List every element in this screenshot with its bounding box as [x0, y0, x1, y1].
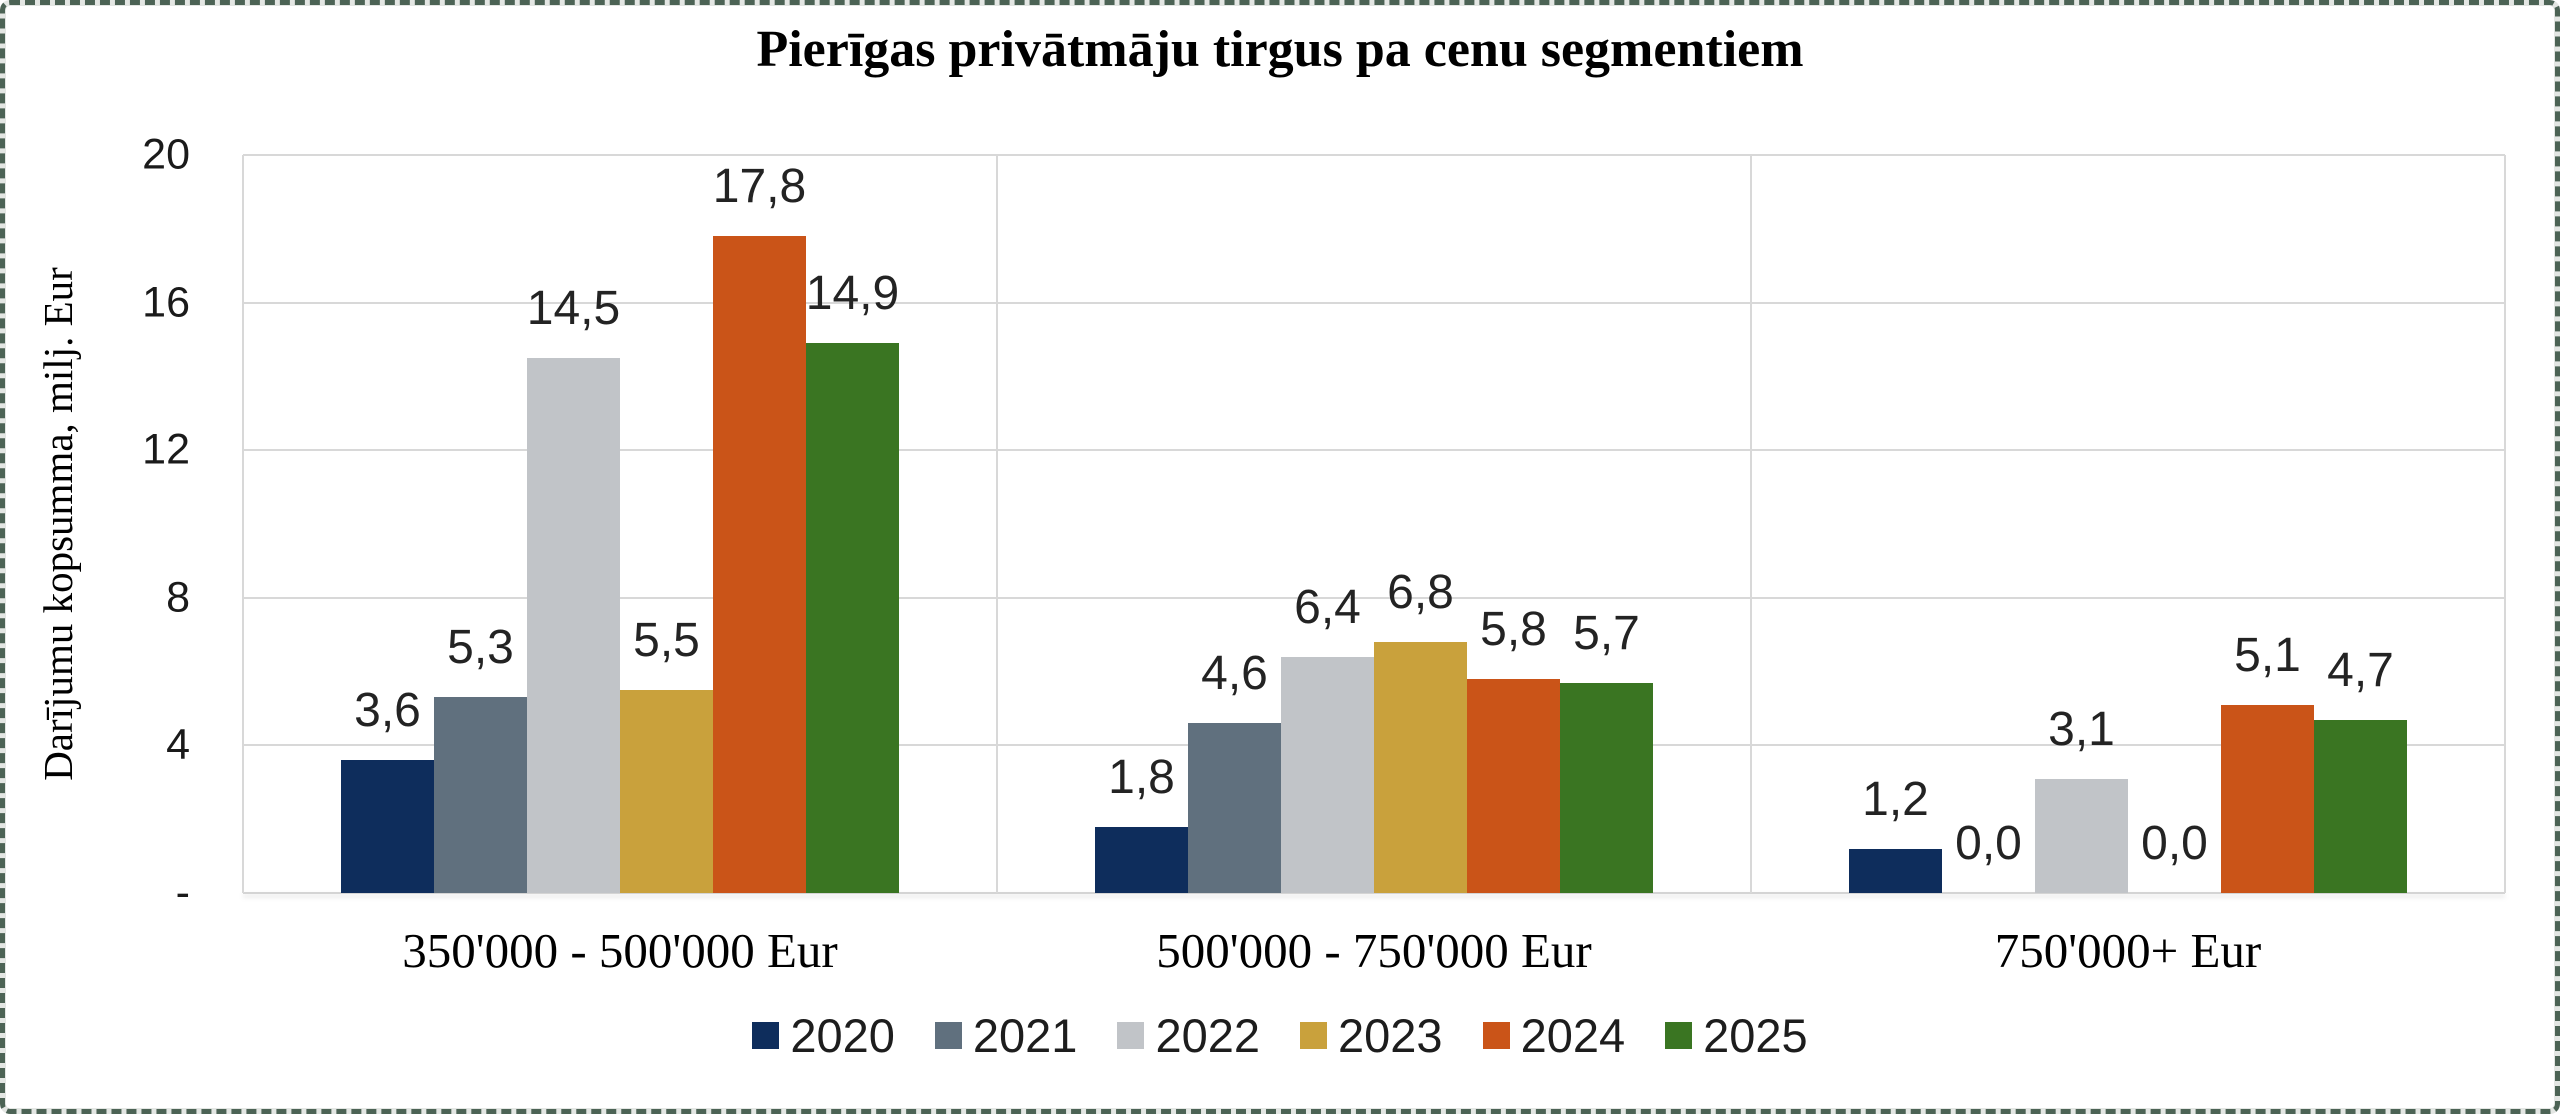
- legend-item-2020: 2020: [752, 1008, 895, 1063]
- legend-swatch-icon: [1665, 1022, 1693, 1049]
- legend: 2020 2021 2022 2023 2024 2025: [0, 1008, 2560, 1063]
- legend-item-2022: 2022: [1117, 1008, 1260, 1063]
- panel-divider-1: [996, 155, 998, 893]
- y-tick-label--: -: [175, 868, 190, 917]
- bar-value-label-2022-group1: 14,5: [526, 281, 621, 335]
- chart-title: Pierīgas privātmāju tirgus pa cenu segme…: [756, 21, 1804, 78]
- plot-left-border: [242, 155, 244, 893]
- bar-value-label-2025-group2: 5,7: [1573, 606, 1640, 660]
- bar-2020-group3: [1849, 848, 1942, 893]
- bar-2025-group1: [806, 343, 899, 893]
- y-tick-label-16: 16: [142, 278, 190, 327]
- legend-label: 2021: [972, 1009, 1078, 1062]
- plot-right-border: [2504, 155, 2506, 893]
- legend-swatch-icon: [752, 1022, 780, 1049]
- legend-swatch-icon: [1300, 1022, 1327, 1049]
- bar-value-label-2021-group3: 0,0: [1955, 817, 2022, 870]
- bar-2020-group1: [341, 760, 434, 893]
- bar-2024-group3: [2221, 704, 2314, 893]
- bar-2023-group1: [620, 690, 713, 893]
- bar-value-label-2021-group1: 5,3: [447, 621, 514, 675]
- category-label-2: 500'000 - 750'000 Eur: [1156, 923, 1592, 978]
- legend-swatch-icon: [1482, 1022, 1510, 1049]
- y-tick-label-8: 8: [166, 573, 190, 622]
- legend-label: 2020: [790, 1009, 895, 1062]
- panel-divider-2: [1750, 155, 1752, 893]
- legend-item-2025: 2025: [1665, 1008, 1808, 1063]
- bar-value-label-2020-group1: 3,6: [354, 684, 421, 738]
- y-tick-label-20: 20: [142, 130, 190, 179]
- bar-2025-group2: [1560, 682, 1653, 893]
- legend-swatch-icon: [934, 1022, 962, 1049]
- bar-2021-group2: [1188, 723, 1281, 893]
- legend-label: 2025: [1703, 1009, 1808, 1062]
- legend-label: 2022: [1155, 1009, 1260, 1062]
- x-axis-line: [243, 892, 2505, 894]
- bar-2024-group1: [713, 236, 806, 893]
- bar-2023-group2: [1374, 642, 1467, 893]
- category-label-1: 350'000 - 500'000 Eur: [402, 923, 838, 978]
- bar-value-label-2020-group3: 1,2: [1862, 772, 1929, 826]
- bar-2024-group2: [1467, 678, 1560, 893]
- legend-label: 2024: [1520, 1009, 1626, 1062]
- bar-2022-group1: [527, 357, 620, 893]
- bar-value-label-2023-group1: 5,5: [633, 614, 700, 668]
- bar-value-label-2024-group3: 5,1: [2234, 628, 2301, 682]
- bar-2022-group3: [2035, 778, 2128, 893]
- y-tick-label-12: 12: [142, 425, 190, 474]
- bar-value-label-2022-group2: 6,4: [1294, 580, 1361, 634]
- bar-2022-group2: [1281, 656, 1374, 893]
- gridline-y8: [243, 596, 2505, 599]
- legend-item-2021: 2021: [934, 1008, 1078, 1063]
- y-tick-label-4: 4: [166, 720, 190, 769]
- gridline-y16: [243, 301, 2505, 304]
- legend-swatch-icon: [1117, 1022, 1145, 1049]
- bar-value-label-2025-group1: 14,9: [805, 267, 900, 321]
- bar-value-label-2020-group2: 1,8: [1108, 750, 1175, 804]
- bar-value-label-2021-group2: 4,6: [1201, 647, 1268, 701]
- bar-2025-group3: [2314, 719, 2407, 893]
- legend-item-2023: 2023: [1300, 1008, 1443, 1063]
- category-label-3: 750'000+ Eur: [1994, 923, 2262, 978]
- bar-value-label-2024-group1: 17,8: [712, 160, 807, 214]
- bar-value-label-2023-group3: 0,0: [2141, 817, 2208, 870]
- bar-2020-group2: [1095, 826, 1188, 893]
- bar-value-label-2022-group3: 3,1: [2048, 702, 2115, 756]
- gridline-y20: [243, 154, 2505, 156]
- y-axis-title: Darījumu kopsumma, milj. Eur: [35, 267, 81, 781]
- gridline-y12: [243, 449, 2505, 452]
- bar-value-label-2025-group3: 4,7: [2327, 643, 2394, 697]
- legend-item-2024: 2024: [1482, 1008, 1626, 1063]
- plot-area: [242, 154, 2506, 894]
- bar-value-label-2024-group2: 5,8: [1480, 602, 1547, 656]
- bar-2021-group1: [434, 697, 527, 893]
- legend-label: 2023: [1338, 1009, 1443, 1062]
- bar-value-label-2023-group2: 6,8: [1387, 566, 1454, 620]
